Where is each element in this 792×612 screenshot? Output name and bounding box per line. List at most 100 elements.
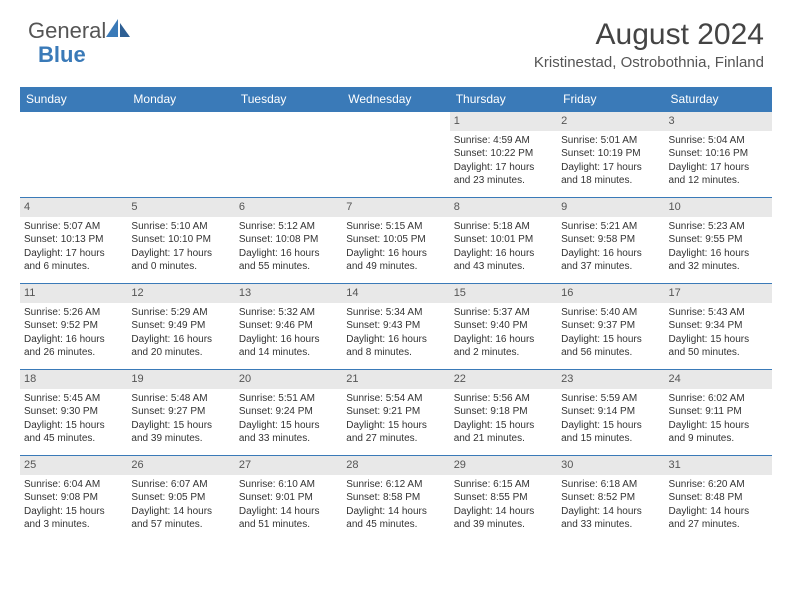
day-detail: Sunrise: 6:18 AMSunset: 8:52 PMDaylight:… xyxy=(561,478,660,532)
day-cell: 3Sunrise: 5:04 AMSunset: 10:16 PMDayligh… xyxy=(665,112,772,198)
week-row: 25 Sunrise: 6:04 AMSunset: 9:08 PMDayligh… xyxy=(20,456,772,542)
day-cell: 11Sunrise: 5:26 AMSunset: 9:52 PMDayligh… xyxy=(20,284,127,370)
day-number: 24 xyxy=(665,370,772,389)
day-number: 10 xyxy=(665,198,772,217)
day-cell: 22 Sunrise: 5:56 AMSunset: 9:18 PMDayligh… xyxy=(450,370,557,456)
day-cell: . xyxy=(342,112,449,198)
day-detail: Sunrise: 6:12 AMSunset: 8:58 PMDaylight:… xyxy=(346,478,445,532)
day-cell: 30 Sunrise: 6:18 AMSunset: 8:52 PMDayligh… xyxy=(557,456,664,542)
day-number: 13 xyxy=(235,284,342,303)
day-number: 8 xyxy=(450,198,557,217)
day-number: 17 xyxy=(665,284,772,303)
day-detail: Sunrise: 6:10 AMSunset: 9:01 PMDaylight:… xyxy=(239,478,338,532)
weekday-header: Monday xyxy=(127,87,234,112)
title-block: August 2024 Kristinestad, Ostrobothnia, … xyxy=(534,18,764,71)
day-number: 21 xyxy=(342,370,449,389)
day-detail: Sunrise: 6:04 AMSunset: 9:08 PMDaylight:… xyxy=(24,478,123,532)
day-detail: Sunrise: 5:45 AMSunset: 9:30 PMDaylight:… xyxy=(24,392,123,446)
day-cell: 25 Sunrise: 6:04 AMSunset: 9:08 PMDayligh… xyxy=(20,456,127,542)
week-row: ....1Sunrise: 4:59 AMSunset: 10:22 PMDay… xyxy=(20,112,772,198)
day-detail: Sunrise: 6:02 AMSunset: 9:11 PMDaylight:… xyxy=(669,392,768,446)
weekday-header-row: SundayMondayTuesdayWednesdayThursdayFrid… xyxy=(20,87,772,112)
day-detail: Sunrise: 5:18 AMSunset: 10:01 PMDaylight… xyxy=(454,220,553,274)
week-row: 4 Sunrise: 5:07 AMSunset: 10:13 PMDayligh… xyxy=(20,198,772,284)
day-cell: 8 Sunrise: 5:18 AMSunset: 10:01 PMDayligh… xyxy=(450,198,557,284)
day-number: 1 xyxy=(450,112,557,131)
day-number: 6 xyxy=(235,198,342,217)
day-number: 5 xyxy=(127,198,234,217)
day-detail: Sunrise: 5:26 AMSunset: 9:52 PMDaylight:… xyxy=(24,306,123,360)
location: Kristinestad, Ostrobothnia, Finland xyxy=(534,54,764,71)
day-cell: 20 Sunrise: 5:51 AMSunset: 9:24 PMDayligh… xyxy=(235,370,342,456)
day-cell: 24 Sunrise: 6:02 AMSunset: 9:11 PMDayligh… xyxy=(665,370,772,456)
day-cell: . xyxy=(235,112,342,198)
day-cell: 31 Sunrise: 6:20 AMSunset: 8:48 PMDayligh… xyxy=(665,456,772,542)
day-cell: 28 Sunrise: 6:12 AMSunset: 8:58 PMDayligh… xyxy=(342,456,449,542)
day-number: 25 xyxy=(20,456,127,475)
day-number: 12 xyxy=(127,284,234,303)
day-detail: Sunrise: 6:07 AMSunset: 9:05 PMDaylight:… xyxy=(131,478,230,532)
day-cell: 10Sunrise: 5:23 AMSunset: 9:55 PMDayligh… xyxy=(665,198,772,284)
day-detail: Sunrise: 5:07 AMSunset: 10:13 PMDaylight… xyxy=(24,220,123,274)
day-detail: Sunrise: 4:59 AMSunset: 10:22 PMDaylight… xyxy=(454,134,553,188)
day-number: 9 xyxy=(557,198,664,217)
month-title: August 2024 xyxy=(534,18,764,52)
day-detail: Sunrise: 5:40 AMSunset: 9:37 PMDaylight:… xyxy=(561,306,660,360)
day-cell: 7Sunrise: 5:15 AMSunset: 10:05 PMDayligh… xyxy=(342,198,449,284)
day-number: 2 xyxy=(557,112,664,131)
header: General Blue August 2024 Kristinestad, O… xyxy=(0,0,792,79)
day-detail: Sunrise: 5:48 AMSunset: 9:27 PMDaylight:… xyxy=(131,392,230,446)
day-number: 19 xyxy=(127,370,234,389)
day-detail: Sunrise: 5:01 AMSunset: 10:19 PMDaylight… xyxy=(561,134,660,188)
day-cell: 1 Sunrise: 4:59 AMSunset: 10:22 PMDayligh… xyxy=(450,112,557,198)
weekday-header: Friday xyxy=(557,87,664,112)
logo-word2: Blue xyxy=(38,42,86,67)
weekday-header: Saturday xyxy=(665,87,772,112)
day-cell: 12Sunrise: 5:29 AMSunset: 9:49 PMDayligh… xyxy=(127,284,234,370)
day-number: 27 xyxy=(235,456,342,475)
day-cell: 15 Sunrise: 5:37 AMSunset: 9:40 PMDayligh… xyxy=(450,284,557,370)
logo-sail-icon xyxy=(106,19,132,44)
day-number: 28 xyxy=(342,456,449,475)
calendar-body: ....1Sunrise: 4:59 AMSunset: 10:22 PMDay… xyxy=(20,112,772,542)
day-number: 26 xyxy=(127,456,234,475)
weekday-header: Tuesday xyxy=(235,87,342,112)
day-detail: Sunrise: 5:51 AMSunset: 9:24 PMDaylight:… xyxy=(239,392,338,446)
day-detail: Sunrise: 5:04 AMSunset: 10:16 PMDaylight… xyxy=(669,134,768,188)
day-cell: . xyxy=(20,112,127,198)
day-number: 31 xyxy=(665,456,772,475)
day-cell: 18Sunrise: 5:45 AMSunset: 9:30 PMDayligh… xyxy=(20,370,127,456)
day-detail: Sunrise: 5:56 AMSunset: 9:18 PMDaylight:… xyxy=(454,392,553,446)
day-cell: 26 Sunrise: 6:07 AMSunset: 9:05 PMDayligh… xyxy=(127,456,234,542)
day-cell: 9Sunrise: 5:21 AMSunset: 9:58 PMDaylight… xyxy=(557,198,664,284)
day-detail: Sunrise: 5:59 AMSunset: 9:14 PMDaylight:… xyxy=(561,392,660,446)
day-detail: Sunrise: 5:37 AMSunset: 9:40 PMDaylight:… xyxy=(454,306,553,360)
day-number: 7 xyxy=(342,198,449,217)
day-detail: Sunrise: 5:34 AMSunset: 9:43 PMDaylight:… xyxy=(346,306,445,360)
week-row: 11Sunrise: 5:26 AMSunset: 9:52 PMDayligh… xyxy=(20,284,772,370)
day-cell: . xyxy=(127,112,234,198)
day-number: 23 xyxy=(557,370,664,389)
weekday-header: Thursday xyxy=(450,87,557,112)
day-cell: 5 Sunrise: 5:10 AMSunset: 10:10 PMDayligh… xyxy=(127,198,234,284)
day-number: 29 xyxy=(450,456,557,475)
day-number: 22 xyxy=(450,370,557,389)
day-cell: 2 Sunrise: 5:01 AMSunset: 10:19 PMDayligh… xyxy=(557,112,664,198)
day-number: 20 xyxy=(235,370,342,389)
day-detail: Sunrise: 6:15 AMSunset: 8:55 PMDaylight:… xyxy=(454,478,553,532)
weekday-header: Wednesday xyxy=(342,87,449,112)
day-cell: 21Sunrise: 5:54 AMSunset: 9:21 PMDayligh… xyxy=(342,370,449,456)
day-detail: Sunrise: 6:20 AMSunset: 8:48 PMDaylight:… xyxy=(669,478,768,532)
day-number: 30 xyxy=(557,456,664,475)
week-row: 18Sunrise: 5:45 AMSunset: 9:30 PMDayligh… xyxy=(20,370,772,456)
weekday-header: Sunday xyxy=(20,87,127,112)
day-cell: 13Sunrise: 5:32 AMSunset: 9:46 PMDayligh… xyxy=(235,284,342,370)
day-cell: 16Sunrise: 5:40 AMSunset: 9:37 PMDayligh… xyxy=(557,284,664,370)
day-number: 4 xyxy=(20,198,127,217)
day-detail: Sunrise: 5:10 AMSunset: 10:10 PMDaylight… xyxy=(131,220,230,274)
day-detail: Sunrise: 5:12 AMSunset: 10:08 PMDaylight… xyxy=(239,220,338,274)
day-cell: 23 Sunrise: 5:59 AMSunset: 9:14 PMDayligh… xyxy=(557,370,664,456)
day-number: 14 xyxy=(342,284,449,303)
logo: General Blue xyxy=(28,18,132,44)
day-number: 15 xyxy=(450,284,557,303)
